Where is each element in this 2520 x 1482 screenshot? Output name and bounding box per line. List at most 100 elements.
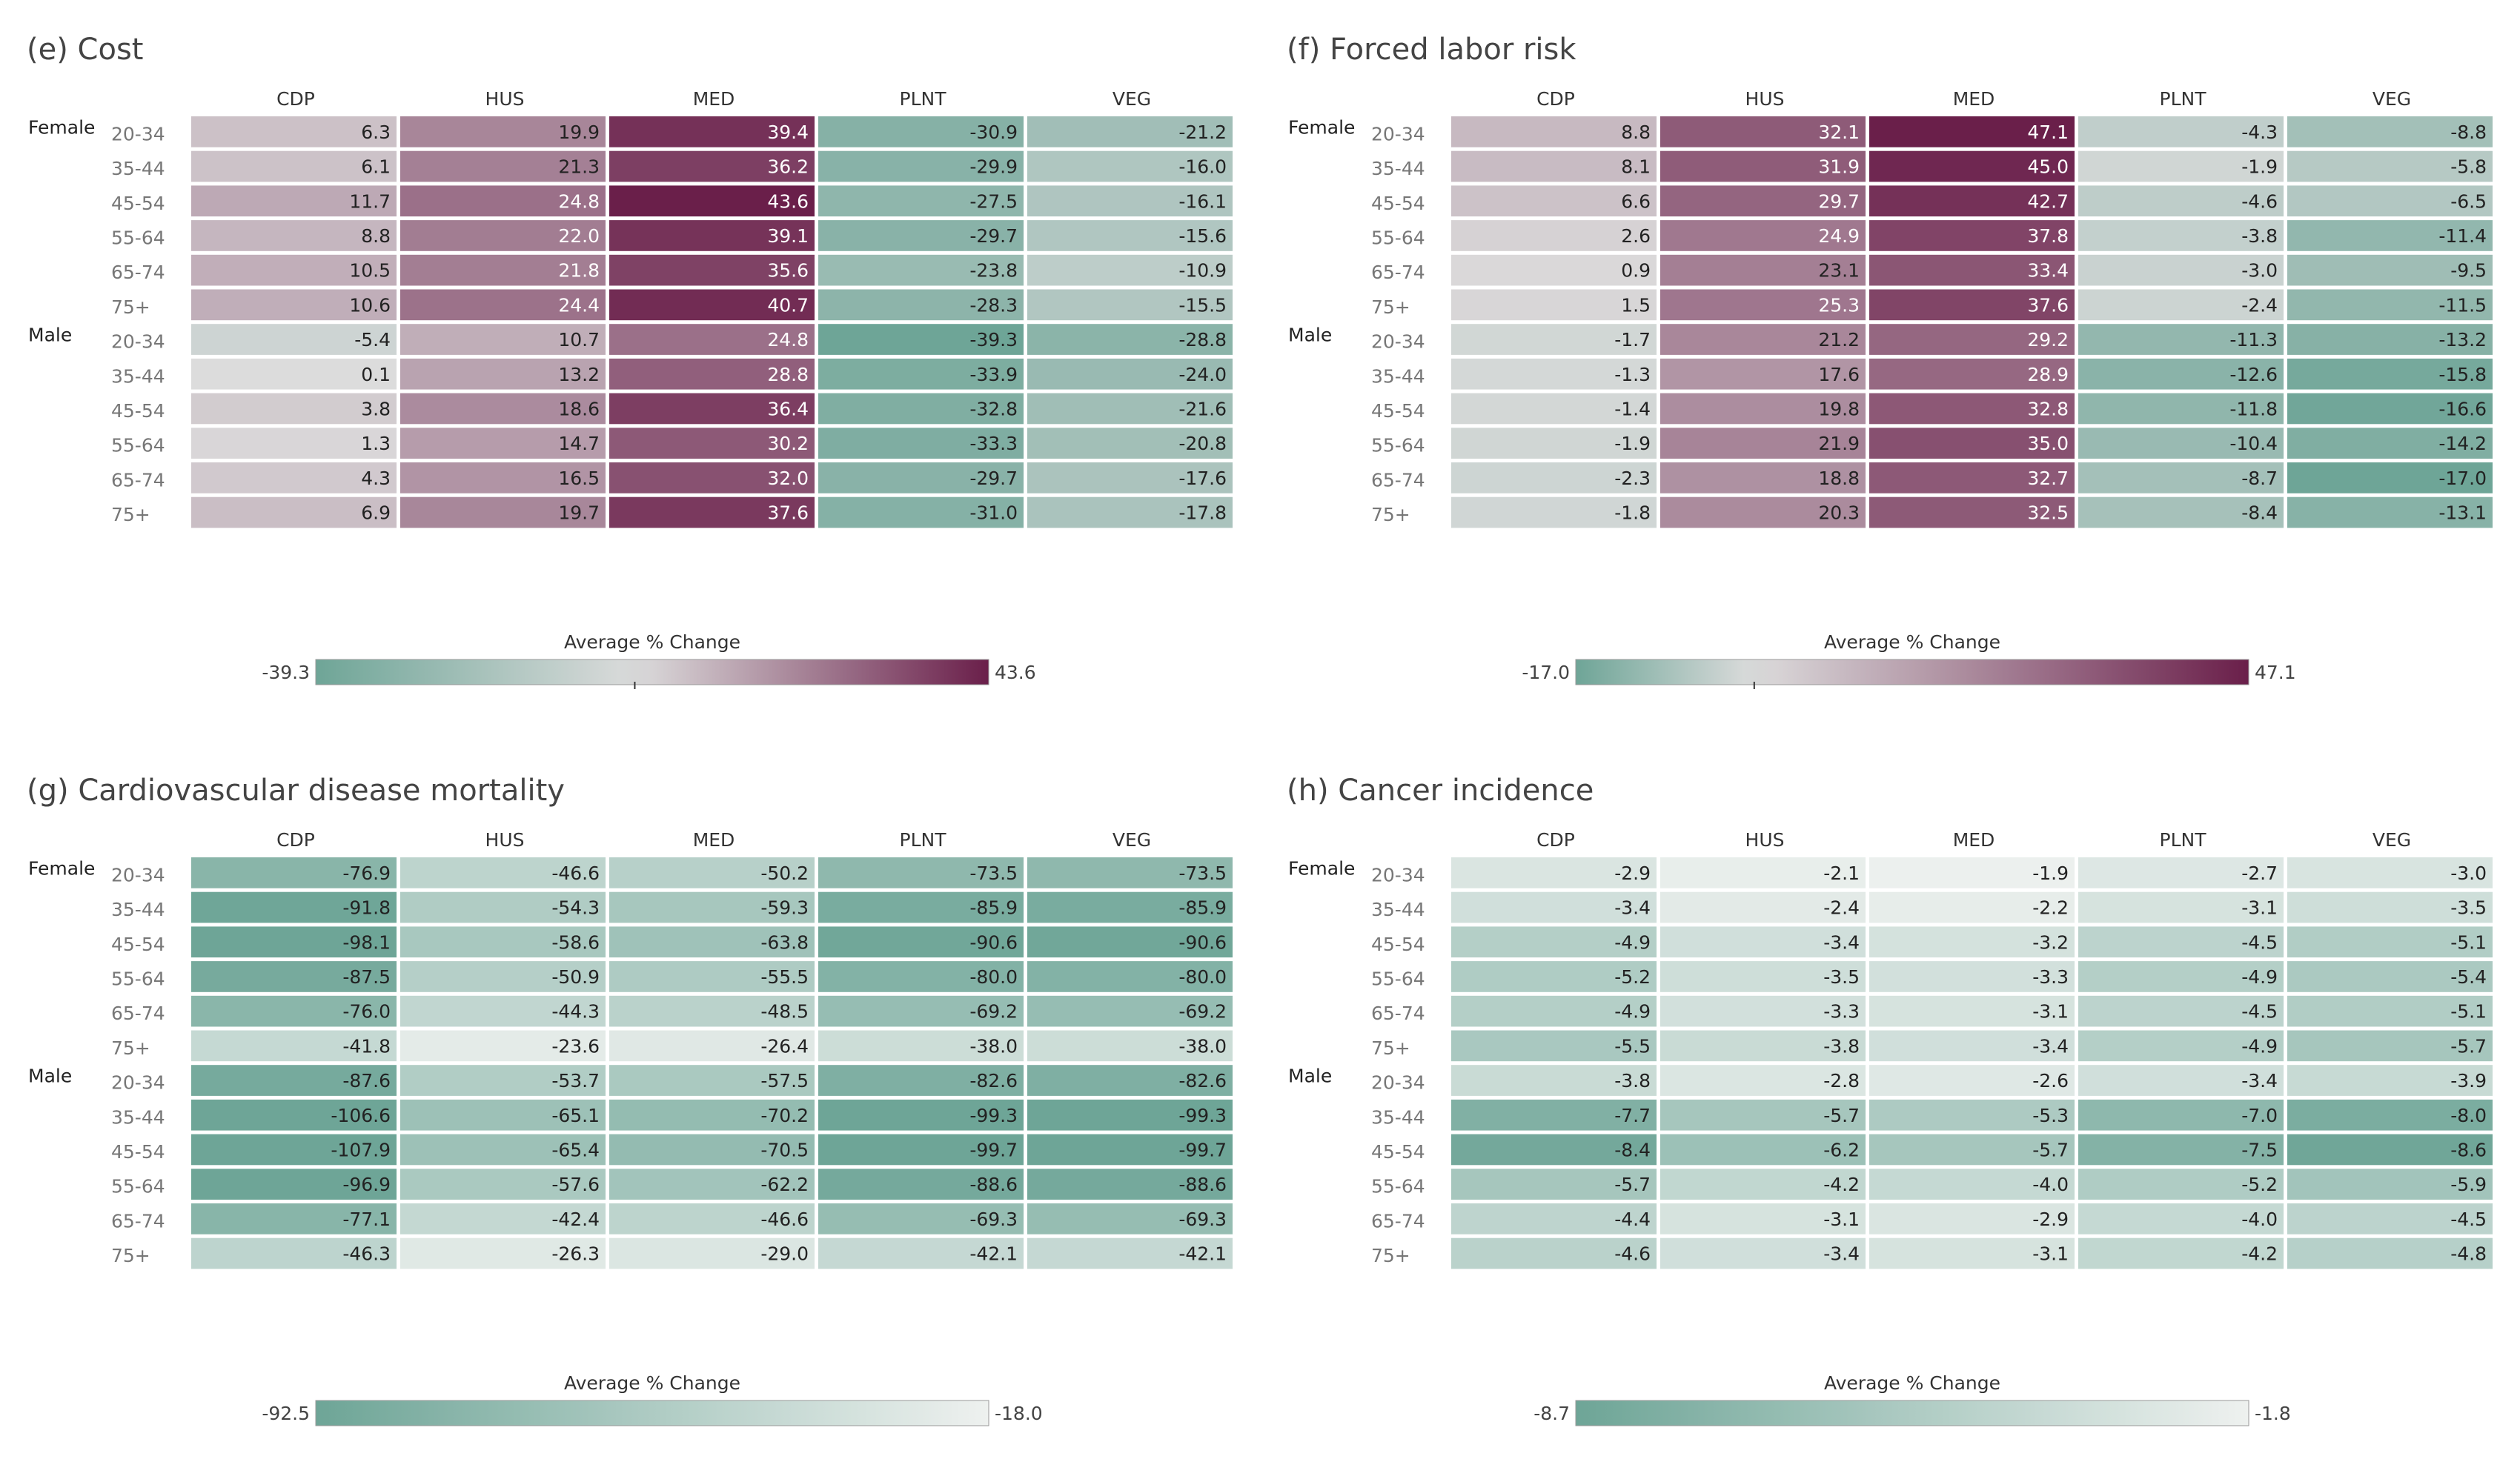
heatmap-cell: [1869, 1237, 2075, 1269]
row-label-male-65-74: 65-74: [111, 1210, 165, 1232]
heatmap-cell: [1451, 462, 1657, 494]
cell-value-label: -13.2: [2438, 329, 2487, 350]
heatmap-cell: [400, 462, 606, 494]
cell-value-label: 13.2: [558, 364, 600, 385]
heatmap-cell: [2078, 857, 2284, 888]
heatmap-cell: [1869, 857, 2075, 888]
heatmap-cell: [400, 1134, 606, 1166]
legend-color-bar: [315, 659, 989, 685]
cell-value-label: -14.2: [2438, 433, 2487, 454]
heatmap-cell: [191, 1169, 397, 1200]
cell-value-label: -4.3: [2241, 122, 2278, 143]
cell-value-label: -73.5: [969, 863, 1018, 884]
row-label-female-55-64: 55-64: [111, 227, 165, 248]
heatmap-cell: [609, 1099, 815, 1131]
cell-value-label: -54.3: [551, 897, 600, 919]
legend-max-label: -18.0: [995, 1403, 1043, 1424]
heatmap-cell: [2078, 1030, 2284, 1062]
cell-value-label: -24.0: [1178, 364, 1227, 385]
row-label-male-65-74: 65-74: [111, 469, 165, 491]
heatmap-cell: [400, 857, 606, 888]
heatmap-cell: [2078, 1169, 2284, 1200]
cell-value-label: -29.9: [969, 156, 1018, 178]
cell-value-label: 37.6: [767, 502, 809, 524]
heatmap-cell: [2287, 1065, 2493, 1096]
row-label-female-45-54: 45-54: [1371, 193, 1425, 214]
cell-value-label: -5.4: [354, 329, 391, 350]
legend-min-label: -39.3: [262, 662, 310, 683]
heatmap-cell: [1451, 358, 1657, 390]
cell-value-label: -3.1: [2032, 1243, 2069, 1265]
cell-value-label: 30.2: [767, 433, 809, 454]
cell-value-label: -3.4: [1823, 1243, 1860, 1265]
cell-value-label: 3.8: [361, 398, 391, 419]
cell-value-label: 47.1: [2027, 122, 2069, 143]
heatmap-cell: [2287, 1169, 2493, 1200]
cell-value-label: -46.6: [760, 1209, 809, 1230]
cell-value-label: -70.2: [760, 1105, 809, 1126]
heatmap-cell: [400, 1237, 606, 1269]
heatmap-cell: [2078, 891, 2284, 923]
group-label-male: Male: [28, 325, 72, 346]
heatmap-cell: [1451, 220, 1657, 251]
heatmap-cell: [2287, 393, 2493, 425]
heatmap-cell: [2287, 891, 2493, 923]
cell-value-label: -91.8: [342, 897, 391, 919]
column-header-plnt: PLNT: [900, 88, 947, 110]
cell-value-label: -85.9: [969, 897, 1018, 919]
cell-value-label: -4.9: [2241, 966, 2278, 988]
cell-value-label: -69.2: [969, 1001, 1018, 1023]
cell-value-label: -26.4: [760, 1035, 809, 1057]
cell-value-label: -15.5: [1178, 294, 1227, 316]
heatmap-cell: [818, 496, 1024, 528]
cell-value-label: 39.1: [767, 225, 809, 247]
cell-value-label: -2.3: [1614, 468, 1651, 489]
cell-value-label: -87.5: [342, 966, 391, 988]
cell-value-label: -29.7: [969, 468, 1018, 489]
heatmap-cell: [191, 393, 397, 425]
row-label-male-45-54: 45-54: [111, 400, 165, 422]
heatmap-cell: [400, 1099, 606, 1131]
cell-value-label: 28.8: [767, 364, 809, 385]
heatmap-cell: [1869, 926, 2075, 958]
heatmap-cell: [1027, 1237, 1233, 1269]
heatmap-cell: [818, 1030, 1024, 1062]
heatmap-cell: [1451, 324, 1657, 355]
heatmap-cell: [609, 857, 815, 888]
row-label-male-65-74: 65-74: [1371, 469, 1425, 491]
cell-value-label: -3.5: [2450, 897, 2487, 919]
cell-value-label: -15.6: [1178, 225, 1227, 247]
heatmap-cell: [1027, 1169, 1233, 1200]
legend-max-label: 43.6: [995, 662, 1036, 683]
column-header-plnt: PLNT: [900, 829, 947, 851]
cell-value-label: -98.1: [342, 931, 391, 953]
cell-value-label: -41.8: [342, 1035, 391, 1057]
legend-title: Average % Change: [564, 631, 740, 653]
cell-value-label: -4.4: [1614, 1209, 1651, 1230]
heatmap-cell: [609, 428, 815, 459]
heatmap-cell: [1027, 289, 1233, 321]
heatmap-cell: [191, 185, 397, 217]
legend-color-bar: [1575, 659, 2249, 685]
heatmap-cell: [818, 393, 1024, 425]
cell-value-label: 18.8: [1818, 468, 1860, 489]
heatmap-cell: [1869, 496, 2075, 528]
column-header-veg: VEG: [2373, 829, 2411, 851]
legend-max-label: 47.1: [2255, 662, 2296, 683]
cell-value-label: -85.9: [1178, 897, 1227, 919]
row-label-male-35-44: 35-44: [1371, 1106, 1425, 1128]
heatmap-cell: [191, 358, 397, 390]
heatmap-cell: [1869, 116, 2075, 147]
row-label-male-35-44: 35-44: [111, 1106, 165, 1128]
cell-value-label: -5.1: [2450, 1001, 2487, 1023]
cell-value-label: -4.5: [2241, 931, 2278, 953]
heatmap-cell: [1660, 1203, 1866, 1235]
heatmap-cell: [400, 961, 606, 992]
heatmap-cell: [2287, 995, 2493, 1027]
cell-value-label: -77.1: [342, 1209, 391, 1230]
heatmap-cell: [2078, 358, 2284, 390]
cell-value-label: -4.9: [2241, 1035, 2278, 1057]
cell-value-label: -5.7: [2032, 1139, 2069, 1160]
panel-cancer-incidence: (h) Cancer incidence CDP HUS MED PLNT VEG Fema…: [1260, 741, 2520, 1482]
heatmap-cell: [1451, 393, 1657, 425]
